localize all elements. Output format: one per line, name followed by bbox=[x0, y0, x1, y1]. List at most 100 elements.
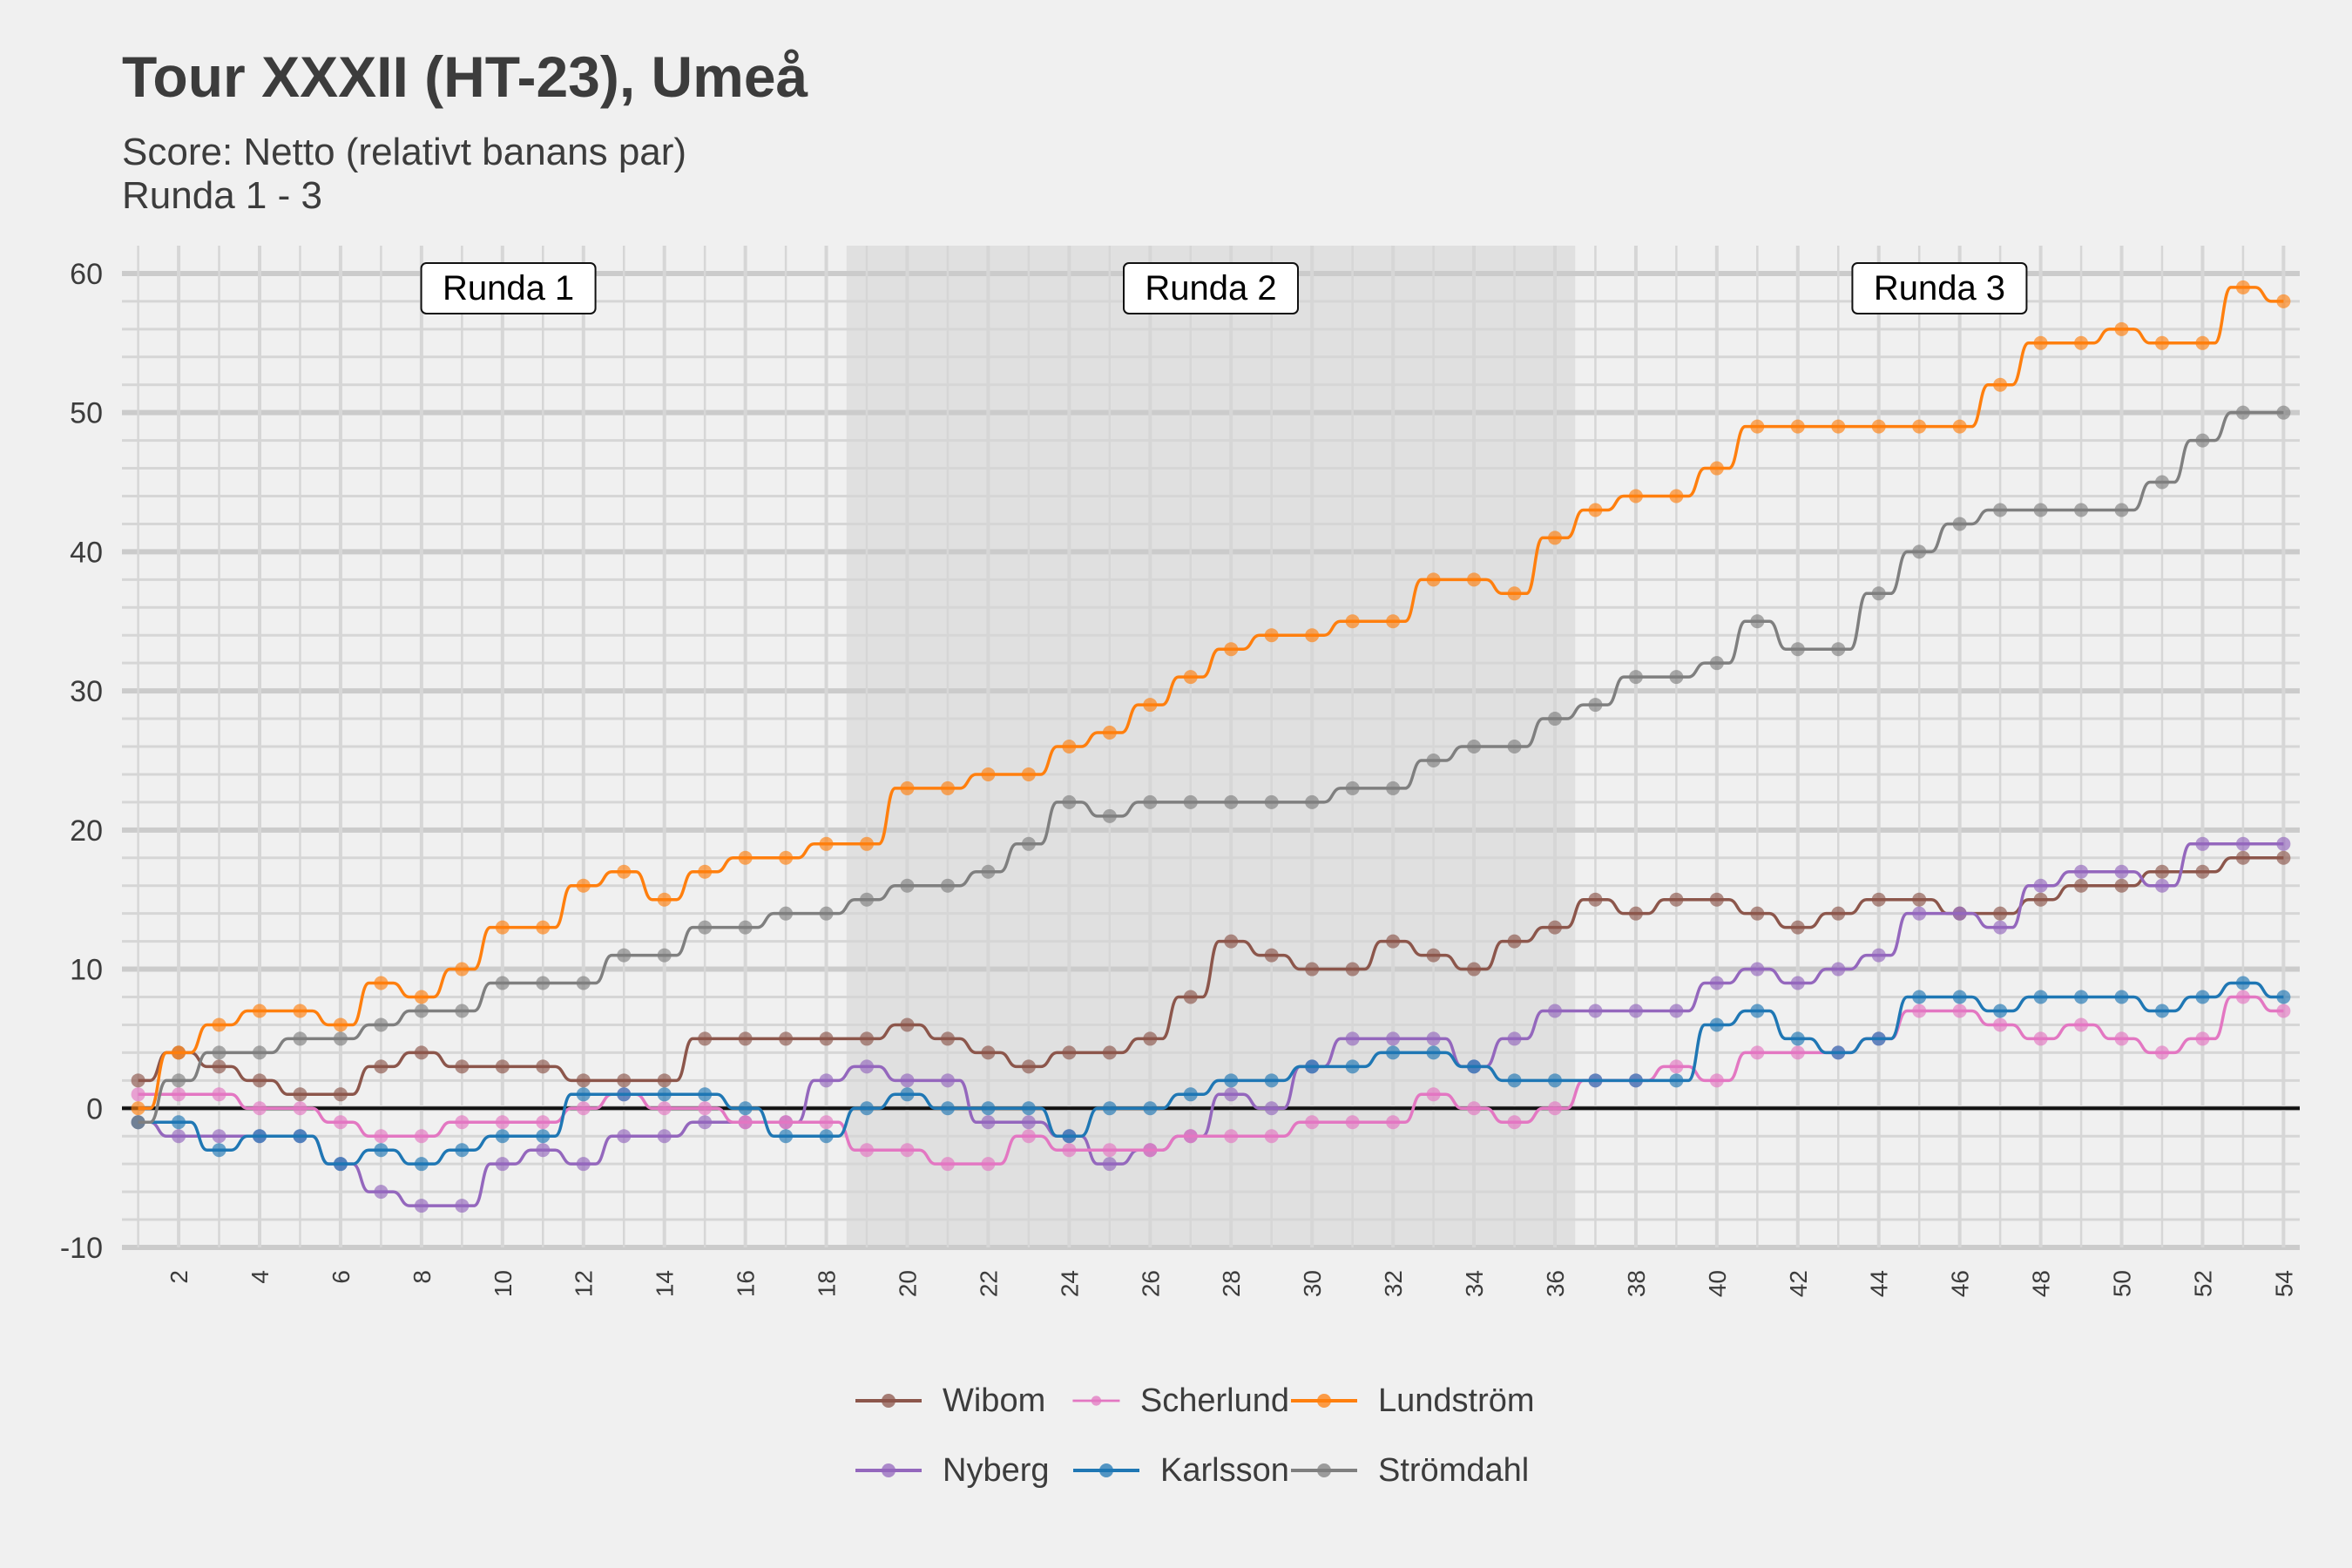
x-tick-label: 50 bbox=[2109, 1270, 2136, 1297]
data-point bbox=[779, 1115, 794, 1130]
data-point bbox=[2155, 878, 2170, 893]
x-tick-label: 42 bbox=[1785, 1270, 1812, 1297]
x-tick-label: 20 bbox=[894, 1270, 921, 1297]
data-point bbox=[1224, 934, 1239, 949]
data-point bbox=[860, 1059, 875, 1074]
data-point bbox=[1871, 1031, 1886, 1046]
data-point bbox=[1628, 489, 1643, 504]
data-point bbox=[1183, 670, 1198, 685]
data-point bbox=[2195, 433, 2210, 448]
data-point bbox=[657, 1129, 672, 1144]
data-point bbox=[900, 1073, 915, 1088]
data-point bbox=[293, 1129, 308, 1144]
data-point bbox=[212, 1129, 226, 1144]
data-point bbox=[374, 1143, 389, 1158]
data-point bbox=[1952, 990, 1967, 1004]
data-point bbox=[1062, 1143, 1077, 1158]
data-point bbox=[1709, 461, 1724, 476]
legend: Wibom Scherlund Lundström Nyberg Karlsson Str… bbox=[854, 1376, 1542, 1495]
data-point bbox=[981, 864, 996, 879]
data-point bbox=[2033, 335, 2048, 350]
data-point bbox=[1102, 1045, 1117, 1060]
data-point bbox=[1183, 794, 1198, 809]
data-point bbox=[172, 1073, 186, 1088]
data-point bbox=[981, 1157, 996, 1172]
data-point bbox=[1669, 1004, 1684, 1018]
data-point bbox=[131, 1115, 145, 1130]
data-point bbox=[414, 1157, 429, 1172]
data-point bbox=[2074, 864, 2089, 879]
data-point bbox=[1588, 1073, 1603, 1088]
data-point bbox=[2155, 864, 2170, 879]
data-point bbox=[1143, 1101, 1158, 1116]
x-tick-label: 4 bbox=[247, 1270, 274, 1284]
y-tick-label: -10 bbox=[60, 1232, 103, 1265]
data-point bbox=[1426, 1031, 1441, 1046]
x-tick-label: 54 bbox=[2270, 1270, 2297, 1297]
data-point bbox=[1790, 642, 1805, 657]
data-point bbox=[495, 1157, 510, 1172]
data-point bbox=[2276, 990, 2291, 1004]
round-3-label-box bbox=[1851, 262, 2028, 314]
x-tick-label: 26 bbox=[1137, 1270, 1164, 1297]
data-point bbox=[1588, 1004, 1603, 1018]
data-point bbox=[172, 1129, 186, 1144]
legend-label-nyberg: Nyberg bbox=[943, 1451, 1050, 1489]
data-point bbox=[1993, 1004, 2008, 1018]
data-point bbox=[2235, 990, 2250, 1004]
legend-item-nyberg: Nyberg bbox=[854, 1446, 1071, 1495]
data-point bbox=[212, 1087, 226, 1102]
data-point bbox=[1467, 1059, 1482, 1074]
y-tick-label: 30 bbox=[70, 675, 103, 708]
data-point bbox=[1507, 740, 1522, 754]
data-point bbox=[1952, 906, 1967, 921]
data-point bbox=[1628, 1073, 1643, 1088]
data-point bbox=[293, 1004, 308, 1018]
data-point bbox=[1912, 1004, 1927, 1018]
data-point bbox=[1143, 794, 1158, 809]
data-point bbox=[2033, 503, 2048, 517]
data-point bbox=[1750, 419, 1765, 434]
x-tick-label: 40 bbox=[1704, 1270, 1731, 1297]
data-point bbox=[1588, 698, 1603, 713]
data-point bbox=[1264, 1073, 1279, 1088]
data-point bbox=[495, 1059, 510, 1074]
round-1-label-box bbox=[420, 262, 597, 314]
data-point bbox=[1386, 934, 1401, 949]
data-point bbox=[1467, 962, 1482, 977]
data-point bbox=[414, 990, 429, 1004]
data-point bbox=[374, 976, 389, 990]
series-karlsson bbox=[131, 976, 2291, 1172]
data-point bbox=[819, 1129, 834, 1144]
data-point bbox=[2033, 990, 2048, 1004]
data-point bbox=[2276, 405, 2291, 420]
data-point bbox=[1588, 503, 1603, 517]
x-tick-label: 18 bbox=[814, 1270, 841, 1297]
round-2-label-box bbox=[1123, 262, 1299, 314]
legend-key-wibom bbox=[855, 1394, 922, 1408]
data-point bbox=[1831, 962, 1846, 977]
data-point bbox=[2074, 878, 2089, 893]
data-point bbox=[1183, 1129, 1198, 1144]
data-point bbox=[981, 767, 996, 781]
data-point bbox=[1021, 1059, 1036, 1074]
data-point bbox=[1709, 892, 1724, 907]
data-point bbox=[657, 1101, 672, 1116]
data-point bbox=[1669, 892, 1684, 907]
data-point bbox=[819, 836, 834, 851]
data-point bbox=[1345, 614, 1360, 629]
x-tick-label: 30 bbox=[1299, 1270, 1326, 1297]
data-point bbox=[495, 1115, 510, 1130]
data-point bbox=[2235, 850, 2250, 865]
data-point bbox=[333, 1031, 348, 1046]
data-point bbox=[212, 1045, 226, 1060]
data-point bbox=[1588, 892, 1603, 907]
x-tick-label: 44 bbox=[1866, 1270, 1893, 1297]
data-point bbox=[1507, 1073, 1522, 1088]
data-point bbox=[2195, 836, 2210, 851]
data-point bbox=[1790, 1031, 1805, 1046]
data-point bbox=[1183, 1087, 1198, 1102]
x-tick-label: 10 bbox=[490, 1270, 517, 1297]
data-point bbox=[981, 1101, 996, 1116]
data-point bbox=[940, 1157, 955, 1172]
